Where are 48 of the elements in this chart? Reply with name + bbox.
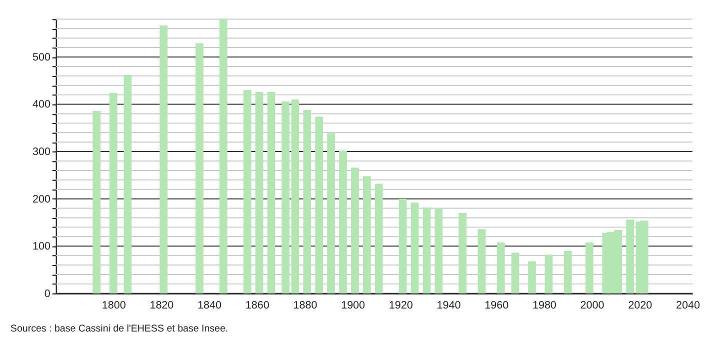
bar	[528, 261, 536, 294]
bar	[303, 110, 312, 294]
bar	[267, 92, 276, 294]
y-tick-label: 400	[32, 98, 50, 111]
bar	[124, 74, 132, 294]
bar	[410, 202, 419, 294]
bar	[374, 184, 383, 294]
bar	[255, 92, 264, 294]
x-tick-label: 1900	[341, 300, 366, 312]
bar	[109, 92, 118, 294]
bar	[92, 110, 101, 294]
x-tick-label: 1940	[436, 300, 461, 312]
bar	[544, 254, 553, 294]
bar	[327, 133, 335, 294]
x-tick-label: 1820	[150, 300, 174, 312]
bar	[363, 176, 371, 294]
bar	[339, 150, 347, 294]
y-tick-label: 500	[32, 51, 50, 64]
x-tick-label: 2040	[676, 300, 700, 312]
source-note: Sources : base Cassini de l'EHESS et base Insee.	[10, 324, 228, 335]
x-tick-label: 2000	[580, 300, 604, 312]
x-tick-label: 2020	[628, 300, 652, 312]
bar	[422, 207, 431, 294]
bar	[196, 43, 204, 294]
bar	[511, 252, 520, 294]
x-tick-label: 1840	[198, 300, 222, 312]
y-tick-label: 200	[32, 193, 50, 206]
x-tick-label: 1880	[293, 300, 318, 312]
y-tick-label: 300	[32, 146, 50, 158]
bar	[434, 208, 443, 294]
bar	[160, 25, 168, 294]
x-tick-label: 1860	[245, 300, 270, 312]
x-tick-label: 1980	[532, 300, 556, 312]
bar	[398, 198, 407, 294]
y-tick-label: 0	[44, 288, 50, 300]
bar	[564, 250, 572, 294]
bar	[585, 242, 594, 294]
x-tick-label: 1960	[484, 300, 509, 312]
bar	[243, 90, 252, 294]
bar	[315, 116, 323, 294]
bar	[351, 168, 359, 294]
x-tick-label: 1920	[388, 300, 413, 312]
bar	[478, 229, 486, 294]
x-tick-label: 1800	[102, 300, 126, 312]
bar	[458, 213, 467, 294]
bar	[496, 242, 505, 294]
bar	[219, 19, 228, 294]
y-tick-label: 100	[32, 240, 50, 253]
